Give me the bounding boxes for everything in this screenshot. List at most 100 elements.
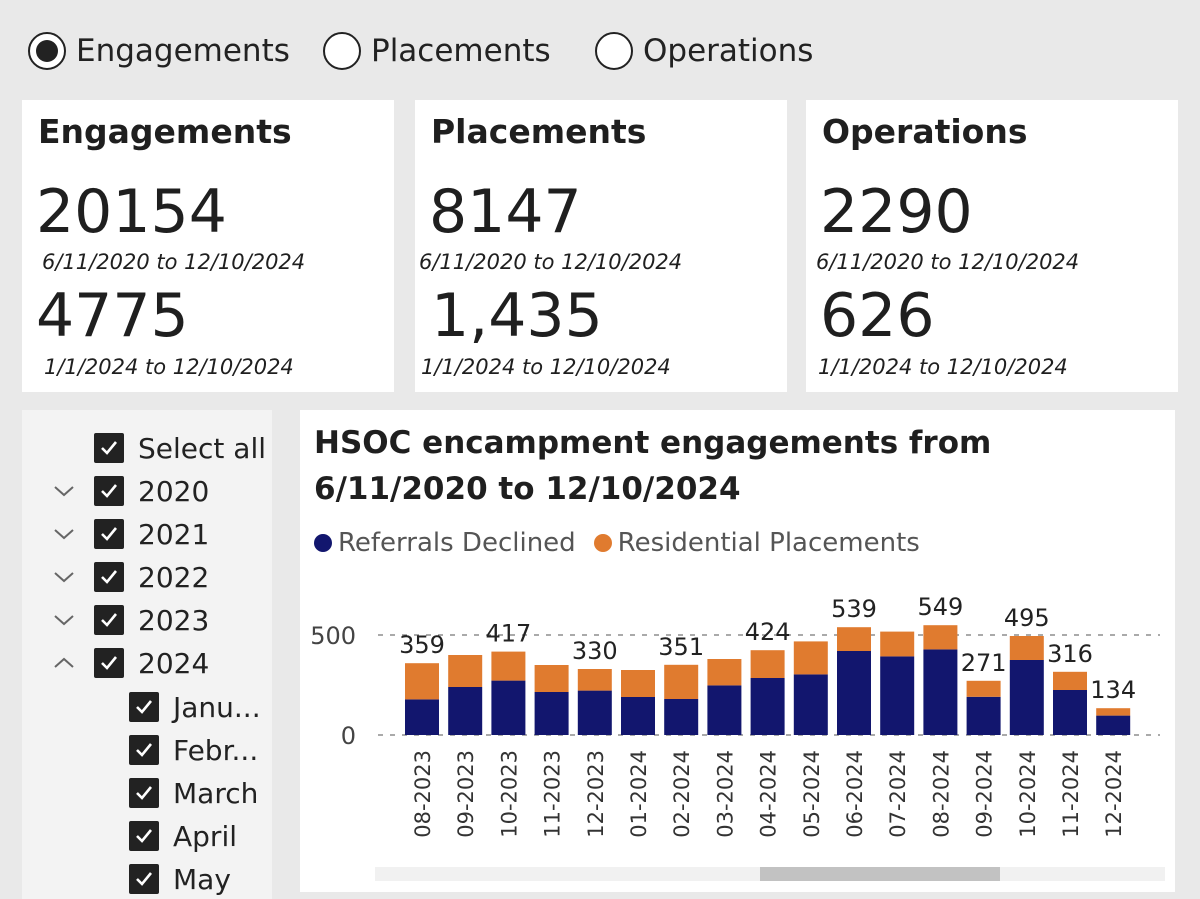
radio-label-engagements: Engagements (76, 33, 290, 69)
checkbox-checked[interactable] (94, 433, 124, 463)
chart-plot: 0 500 359 08-2023 09-2023 417 10-2023 11-2023 33… (310, 593, 1165, 881)
kpi-title: Placements (431, 112, 647, 151)
radio-dot (36, 40, 58, 62)
checkbox-checked[interactable] (94, 519, 124, 549)
x-tick-label: 08-2023 (411, 750, 435, 838)
chevron-up-icon[interactable] (50, 649, 78, 677)
slicer-label: 2020 (138, 474, 210, 508)
radio-label-placements: Placements (371, 33, 551, 69)
bar-referrals-declined (966, 696, 1001, 735)
radio-circle (595, 32, 633, 70)
scrollbar-thumb[interactable] (760, 867, 1000, 881)
bar-referrals-declined (750, 678, 785, 735)
data-label: 424 (745, 618, 791, 646)
bar-residential-placements (923, 625, 958, 650)
bar-referrals-declined (621, 697, 655, 735)
radio-placements[interactable]: Placements (323, 26, 551, 76)
bar-referrals-declined (491, 680, 526, 735)
chevron-down-icon[interactable] (50, 563, 78, 591)
bar-referrals-declined (1009, 660, 1044, 735)
slicer-item-2020[interactable]: 2020 (54, 471, 210, 511)
slicer-item-month[interactable]: Febr... (129, 730, 258, 770)
slicer-label: 2023 (138, 603, 210, 637)
data-label: 495 (1004, 604, 1050, 632)
radio-label-operations: Operations (643, 33, 814, 69)
chevron-down-icon[interactable] (50, 477, 78, 505)
legend-item[interactable]: Residential Placements (593, 528, 920, 558)
bar-residential-placements (1053, 671, 1087, 690)
checkbox-checked[interactable] (129, 864, 159, 894)
chart-title: HSOC encampment engagements from 6/11/20… (314, 425, 992, 507)
slicer-label: Febr... (173, 733, 259, 767)
x-tick-label: 11-2023 (541, 750, 565, 838)
kpi-ytd-range: 1/1/2024 to 12/10/2024 (818, 355, 1068, 379)
radio-circle (323, 32, 361, 70)
bar-residential-placements (1096, 708, 1131, 716)
bar-residential-placements (707, 659, 742, 686)
slicer-item-month[interactable]: April (129, 816, 237, 856)
bar-residential-placements (491, 651, 526, 681)
kpi-card-engagements: Engagements 20154 6/11/2020 to 12/10/202… (22, 100, 394, 392)
kpi-total-range: 6/11/2020 to 12/10/2024 (816, 250, 1080, 274)
slicer-label: 2024 (138, 646, 210, 680)
y-tick-label: 0 (341, 722, 356, 750)
bar-residential-placements (1009, 636, 1044, 660)
bar-residential-placements (405, 663, 439, 700)
legend-label: Residential Placements (617, 528, 920, 558)
chevron-down-icon[interactable] (50, 606, 78, 634)
data-label: 134 (1090, 676, 1136, 704)
bar-residential-placements (534, 665, 569, 692)
bar-residential-placements (664, 664, 699, 699)
kpi-ytd-range: 1/1/2024 to 12/10/2024 (421, 355, 671, 379)
slicer-select-all[interactable]: Select all (94, 428, 266, 468)
checkbox-checked[interactable] (94, 648, 124, 678)
data-label: 359 (399, 631, 445, 659)
kpi-ytd-range: 1/1/2024 to 12/10/2024 (44, 355, 294, 379)
check-icon (101, 570, 118, 584)
kpi-ytd-value: 1,435 (431, 281, 603, 351)
legend-dot (314, 534, 332, 552)
legend-label: Referrals Declined (338, 528, 576, 558)
check-icon (101, 484, 118, 498)
chevron-down-icon[interactable] (50, 520, 78, 548)
slicer-item-2021[interactable]: 2021 (54, 514, 209, 554)
x-tick-label: 02-2024 (670, 750, 694, 838)
bar-referrals-declined (707, 685, 742, 735)
slicer-item-month[interactable]: Janu... (129, 687, 261, 727)
bar-referrals-declined (880, 656, 915, 735)
x-tick-label: 05-2024 (800, 750, 824, 838)
chart-card: HSOC encampment engagements from 6/11/20… (300, 410, 1175, 892)
bar-residential-placements (837, 627, 871, 651)
kpi-card-operations: Operations 2290 6/11/2020 to 12/10/2024 … (806, 100, 1178, 392)
x-tick-label: 09-2024 (973, 750, 997, 838)
checkbox-checked[interactable] (94, 562, 124, 592)
slicer-item-2024[interactable]: 2024 (54, 643, 210, 683)
check-icon (136, 786, 153, 800)
check-icon (101, 656, 118, 670)
slicer-item-month[interactable]: May (129, 859, 231, 899)
check-icon (101, 441, 118, 455)
kpi-total-range: 6/11/2020 to 12/10/2024 (419, 250, 683, 274)
x-tick-label: 11-2024 (1059, 750, 1083, 838)
x-tick-label: 06-2024 (843, 750, 867, 838)
bar-referrals-declined (448, 687, 483, 735)
checkbox-checked[interactable] (94, 605, 124, 635)
checkbox-checked[interactable] (129, 778, 159, 808)
bar-residential-placements (448, 655, 483, 687)
checkbox-checked[interactable] (94, 476, 124, 506)
x-tick-label: 01-2024 (627, 750, 651, 838)
kpi-total-range: 6/11/2020 to 12/10/2024 (42, 250, 306, 274)
legend-item[interactable]: Referrals Declined (314, 528, 576, 558)
radio-engagements[interactable]: Engagements (28, 26, 290, 76)
bar-referrals-declined (837, 651, 871, 735)
slicer-item-2022[interactable]: 2022 (54, 557, 209, 597)
slicer-item-month[interactable]: March (129, 773, 258, 813)
data-label: 549 (917, 593, 963, 621)
kpi-card-placements: Placements 8147 6/11/2020 to 12/10/2024 … (415, 100, 787, 392)
checkbox-checked[interactable] (129, 735, 159, 765)
radio-operations[interactable]: Operations (595, 26, 813, 76)
checkbox-checked[interactable] (129, 821, 159, 851)
checkbox-checked[interactable] (129, 692, 159, 722)
check-icon (101, 613, 118, 627)
slicer-item-2023[interactable]: 2023 (54, 600, 210, 640)
